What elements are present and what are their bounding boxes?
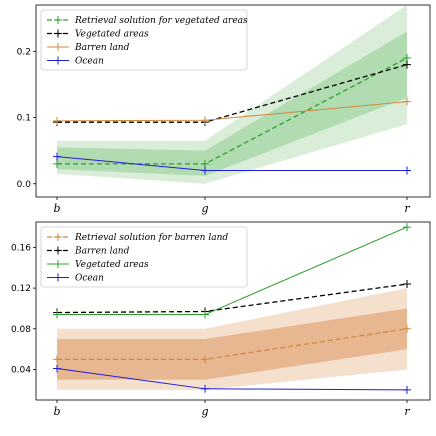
plot-frame: [35, 4, 431, 198]
legend-entry: Barren land: [47, 246, 130, 257]
legend-label: Retrieval solution for barren land: [74, 233, 228, 243]
legend-entry: Retrieval solution for vegetated areas: [47, 16, 248, 26]
x-tick-label: r: [404, 405, 410, 418]
data-point: [53, 310, 61, 319]
legend-entry: Ocean: [47, 56, 104, 67]
y-tick-label: 0.12: [11, 284, 31, 294]
data-point: [403, 166, 411, 175]
legend-swatch-marker: [54, 260, 62, 268]
legend-entry: Vegetated areas: [47, 260, 149, 270]
x-tick-label: b: [53, 202, 60, 215]
data-point: [201, 116, 209, 125]
legend-swatch-marker: [54, 43, 62, 51]
legend-entry: Barren land: [47, 43, 130, 53]
uncertainty-band-2: [57, 308, 407, 380]
data-point: [201, 310, 209, 319]
data-point: [201, 166, 209, 175]
data-point: [53, 355, 61, 364]
y-tick-label: 0.0: [17, 180, 32, 190]
y-tick-label: 0.1: [17, 114, 31, 124]
legend-box: [40, 226, 248, 288]
legend-swatch-marker: [54, 233, 62, 241]
series-ocean: [53, 364, 411, 394]
legend-entry: Ocean: [47, 273, 104, 284]
legend-label: Vegetated areas: [75, 30, 149, 40]
data-point: [403, 60, 411, 69]
plot-frame: [35, 221, 431, 401]
uncertainty-band-1: [57, 5, 407, 184]
y-tick-label: 0.04: [11, 365, 31, 375]
data-point: [201, 355, 209, 364]
legend-label: Ocean: [75, 57, 104, 67]
legend-label: Retrieval solution for vegetated areas: [74, 16, 248, 26]
y-tick-label: 0.2: [17, 47, 31, 57]
legend-label: Barren land: [74, 247, 130, 257]
y-tick-label: 0.16: [11, 243, 31, 253]
data-point: [53, 364, 61, 373]
series-ocean: [53, 152, 411, 175]
y-tick-label: 0.08: [11, 325, 31, 335]
uncertainty-band-2: [57, 31, 407, 176]
data-point: [403, 385, 411, 394]
legend-label: Ocean: [75, 274, 104, 284]
data-point: [403, 223, 411, 232]
legend-swatch-marker: [54, 273, 62, 282]
legend-label: Vegetated areas: [75, 260, 149, 270]
legend-swatch-marker: [54, 246, 62, 255]
data-point: [53, 116, 61, 125]
series-vegetated-areas: [53, 223, 411, 319]
legend-entry: Vegetated areas: [47, 29, 149, 40]
x-tick-label: b: [53, 405, 60, 418]
series-barren-land: [53, 97, 411, 125]
legend-label: Barren land: [74, 43, 130, 53]
legend: Retrieval solution for barren land Barren…: [40, 226, 248, 288]
legend-box: [40, 9, 248, 71]
data-point: [403, 324, 411, 333]
data-point: [403, 97, 411, 106]
x-tick-label: g: [201, 405, 208, 418]
x-tick-label: r: [404, 202, 410, 215]
data-point: [201, 384, 209, 393]
data-point: [53, 152, 61, 161]
legend: Retrieval solution for vegetated areas Ve…: [40, 9, 248, 71]
legend-entry: Retrieval solution for barren land: [47, 233, 228, 243]
legend-swatch-marker: [54, 29, 62, 38]
chart-panel-2: 0.04 0.08 0.12 0.16 b g r Retrieval solution fo…: [11, 221, 431, 418]
legend-swatch-marker: [54, 16, 62, 24]
data-point: [53, 159, 61, 168]
legend-swatch-marker: [54, 56, 62, 65]
chart-panel-1: 0.0 0.1 0.2 b g r Retrieval solution for veget…: [17, 4, 431, 215]
data-point: [403, 280, 411, 289]
series-retrieval-solution-for-barren-land: [53, 324, 411, 364]
x-tick-label: g: [201, 202, 208, 215]
